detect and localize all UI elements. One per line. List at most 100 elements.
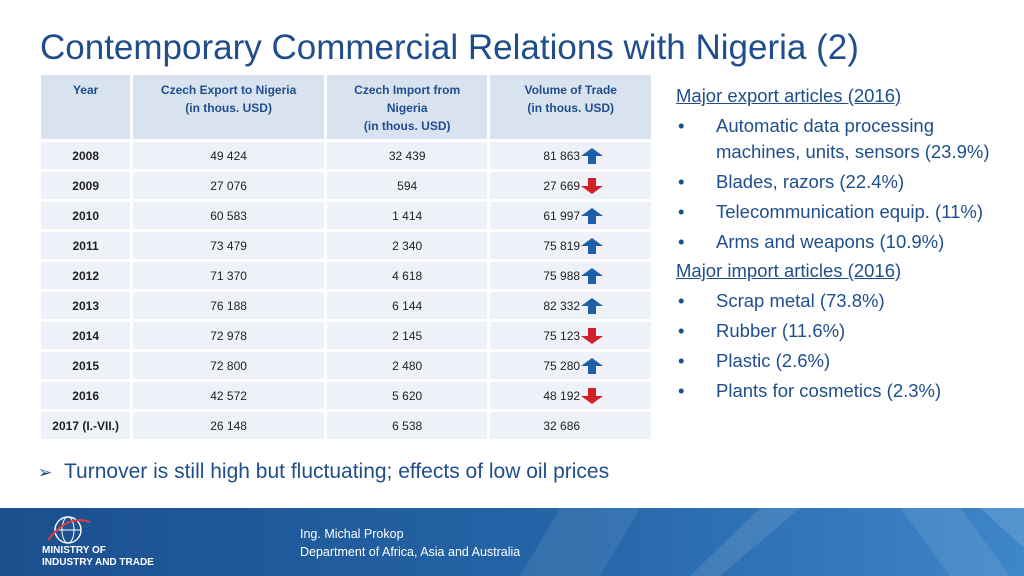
trend-up-arrow-icon: [581, 357, 603, 374]
exports-list-item: • Arms and weapons (10.9%): [676, 229, 1016, 255]
table-row: 2014 72 978 2 145 75 123: [41, 322, 651, 349]
ministry-line2: INDUSTRY AND TRADE: [42, 557, 154, 568]
table-row: 2011 73 479 2 340 75 819: [41, 232, 651, 259]
export-cell-value: 26 148: [210, 418, 247, 433]
year-cell: 2015: [41, 352, 131, 379]
export-cell: 26 148: [133, 412, 324, 439]
bullet-icon: •: [678, 350, 685, 371]
exports-heading: Major export articles (2016): [676, 85, 902, 106]
trend-up-arrow-icon: [581, 267, 603, 284]
table-row: 2013 76 188 6 144 82 332: [41, 292, 651, 319]
export-cell-value: 76 188: [210, 298, 247, 313]
year-cell: 2014: [41, 322, 131, 349]
year-cell: 2008: [41, 142, 131, 169]
volume-cell: 27 669: [490, 172, 651, 199]
volume-cell-value: 75 123: [543, 328, 581, 343]
author-name: Ing. Michal Prokop: [300, 527, 404, 541]
exports-item-text: Blades, razors (22.4%): [716, 171, 905, 192]
header-volume-line1: Volume of Trade: [524, 83, 617, 97]
volume-cell-value: 32 686: [543, 418, 581, 433]
year-cell: 2012: [41, 262, 131, 289]
import-cell: 2 145: [326, 322, 488, 349]
header-import-line2: Nigeria: [386, 101, 428, 115]
header-import: Czech Import from Nigeria (in thous. USD…: [326, 75, 488, 139]
export-cell: 27 076: [133, 172, 324, 199]
volume-cell: 48 192: [490, 382, 651, 409]
year-cell-value: 2010: [72, 208, 99, 223]
volume-cell: 81 863: [490, 142, 651, 169]
volume-cell: 32 686: [490, 412, 651, 439]
import-cell-value: 32 439: [388, 148, 426, 163]
bullet-icon: •: [678, 320, 685, 341]
table-row: 2008 49 424 32 439 81 863: [41, 142, 651, 169]
export-cell-value: 49 424: [210, 148, 247, 163]
import-cell-value: 5 620: [392, 388, 423, 403]
volume-cell: 75 988: [490, 262, 651, 289]
trend-up-arrow-icon: [581, 297, 603, 314]
summary-note-text: Turnover is still high but fluctuating; …: [64, 460, 610, 483]
trend-down-arrow-icon: [581, 327, 603, 344]
import-cell: 32 439: [326, 142, 488, 169]
department-name: Department of Africa, Asia and Australia: [300, 545, 521, 559]
header-export-line2: (in thous. USD): [185, 101, 272, 115]
import-cell: 6 538: [326, 412, 488, 439]
table-row: 2010 60 583 1 414 61 997: [41, 202, 651, 229]
trend-down-arrow-icon: [581, 387, 603, 404]
volume-cell: 75 819: [490, 232, 651, 259]
imports-heading: Major import articles (2016): [676, 260, 902, 281]
imports-list-item: • Plants for cosmetics (2.3%): [676, 378, 1016, 404]
year-cell-value: 2011: [72, 238, 99, 253]
year-cell-value: 2008: [72, 148, 99, 163]
volume-cell: 75 123: [490, 322, 651, 349]
export-cell-value: 71 370: [210, 268, 247, 283]
import-cell-value: 2 145: [392, 328, 423, 343]
export-cell: 73 479: [133, 232, 324, 259]
footer-author-block: Ing. Michal Prokop Department of Africa,…: [300, 525, 520, 561]
year-cell: 2010: [41, 202, 131, 229]
import-cell: 2 340: [326, 232, 488, 259]
ministry-logo-icon: [47, 516, 91, 544]
exports-item-text: Arms and weapons (10.9%): [716, 231, 945, 252]
year-cell-value: 2013: [72, 298, 99, 313]
year-cell: 2011: [41, 232, 131, 259]
volume-cell: 61 997: [490, 202, 651, 229]
exports-list-item: • Automatic data processing machines, uni…: [676, 113, 1016, 165]
exports-item-text: Telecommunication equip. (11%): [716, 201, 984, 222]
ministry-line1: MINISTRY OF: [42, 545, 106, 556]
import-cell: 594: [326, 172, 488, 199]
header-volume-line2: (in thous. USD): [527, 101, 615, 115]
year-cell-value: 2012: [72, 268, 99, 283]
header-volume: Volume of Trade (in thous. USD): [490, 75, 651, 139]
imports-item-text: Plastic (2.6%): [716, 350, 831, 371]
trade-table: Year Czech Export to Nigeria (in thous. …: [38, 72, 654, 442]
imports-list-item: • Scrap metal (73.8%): [676, 288, 1016, 314]
imports-list: • Scrap metal (73.8%) • Rubber (11.6%) • Plas…: [676, 288, 1016, 404]
exports-list-item: • Telecommunication equip. (11%): [676, 199, 1016, 225]
import-cell-value: 6 144: [392, 298, 423, 313]
header-year: Year: [41, 75, 131, 139]
trend-up-arrow-icon: [581, 237, 603, 254]
export-cell: 72 800: [133, 352, 324, 379]
export-cell: 76 188: [133, 292, 324, 319]
year-cell-value: 2015: [72, 358, 99, 373]
footer-bar: MINISTRY OF INDUSTRY AND TRADE Ing. Mich…: [0, 508, 1024, 576]
volume-cell-value: 48 192: [543, 388, 581, 403]
export-cell-value: 73 479: [210, 238, 247, 253]
bullet-icon: •: [678, 201, 685, 222]
year-cell-value: 2016: [72, 388, 99, 403]
table-row: 2015 72 800 2 480 75 280: [41, 352, 651, 379]
import-cell: 1 414: [326, 202, 488, 229]
import-cell: 5 620: [326, 382, 488, 409]
table-row: 2009 27 076 594 27 669: [41, 172, 651, 199]
header-export: Czech Export to Nigeria (in thous. USD): [133, 75, 324, 139]
year-cell-value: 2017 (I.-VII.): [52, 418, 119, 433]
header-year-label: Year: [72, 83, 99, 97]
header-export-line1: Czech Export to Nigeria: [160, 83, 297, 97]
export-cell: 49 424: [133, 142, 324, 169]
export-cell: 72 978: [133, 322, 324, 349]
bullet-icon: •: [678, 380, 685, 401]
imports-list-item: • Plastic (2.6%): [676, 348, 1016, 374]
table-body: 2008 49 424 32 439 81 863 2009 27 076 594 27 66…: [41, 142, 651, 439]
import-cell-value: 2 340: [392, 238, 423, 253]
year-cell-value: 2014: [72, 328, 99, 343]
